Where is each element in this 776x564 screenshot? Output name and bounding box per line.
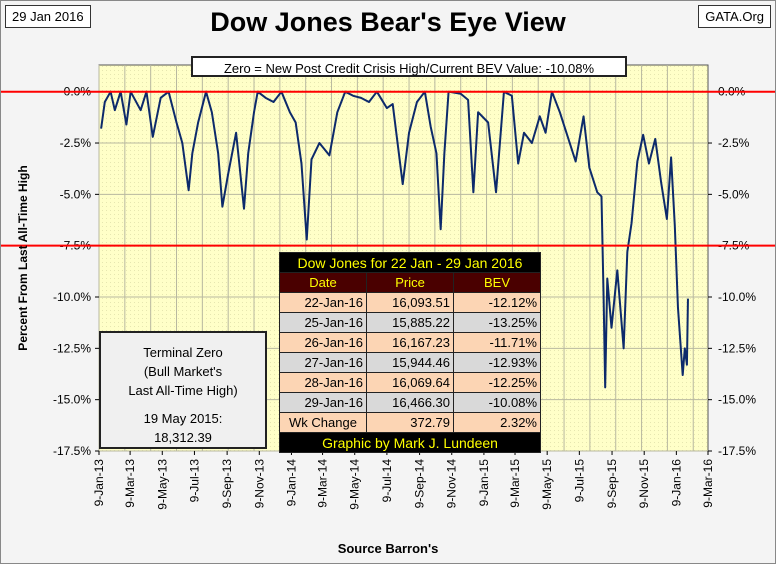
row-date: 22-Jan-16 xyxy=(279,292,367,313)
row-price: 16,069.64 xyxy=(366,372,454,393)
x-tick-label: 9-Jan-16 xyxy=(669,459,683,507)
terminal-line: 19 May 2015: xyxy=(143,411,223,426)
x-tick-label: 9-May-15 xyxy=(540,459,554,510)
terminal-line: 18,312.39 xyxy=(154,430,212,445)
x-tick-label: 9-Mar-14 xyxy=(316,459,330,508)
y-tick-label-right: -10.0% xyxy=(718,290,756,304)
table-row: Wk Change 372.79 2.32% xyxy=(279,412,541,433)
col-header-date: Date xyxy=(279,272,367,293)
row-bev: -12.12% xyxy=(453,292,541,313)
row-price: 372.79 xyxy=(366,412,454,433)
x-tick-label: 9-Nov-13 xyxy=(252,459,266,509)
x-tick-label: 9-Sep-15 xyxy=(605,459,619,509)
y-tick-label-right: -12.5% xyxy=(718,341,756,355)
row-price: 16,093.51 xyxy=(366,292,454,313)
col-header-bev: BEV xyxy=(453,272,541,293)
weekly-table: Dow Jones for 22 Jan - 29 Jan 2016 Date … xyxy=(279,252,541,453)
bev-series-line xyxy=(100,90,689,389)
row-date: 25-Jan-16 xyxy=(279,312,367,333)
table-title: Dow Jones for 22 Jan - 29 Jan 2016 xyxy=(279,252,541,273)
col-header-price: Price xyxy=(366,272,454,293)
y-tick-label-right: -2.5% xyxy=(718,136,750,150)
y-axis-label: Percent From Last All-Time High xyxy=(16,165,30,351)
x-tick-label: 9-Mar-15 xyxy=(508,459,522,508)
chart-title: Dow Jones Bear's Eye View xyxy=(210,7,566,37)
y-tick-label: -2.5% xyxy=(60,136,92,150)
row-price: 16,466.30 xyxy=(366,392,454,413)
row-bev: 2.32% xyxy=(453,412,541,433)
x-tick-label: 9-Jan-13 xyxy=(92,459,106,507)
y-tick-label-right: -15.0% xyxy=(718,393,756,407)
row-price: 15,944.46 xyxy=(366,352,454,373)
x-tick-label: 9-May-13 xyxy=(155,459,169,510)
x-tick-label: 9-Jul-13 xyxy=(187,459,201,503)
row-date: Wk Change xyxy=(279,412,367,433)
x-tick-label: 9-Jul-14 xyxy=(380,459,394,503)
row-bev: -10.08% xyxy=(453,392,541,413)
terminal-line: (Bull Market's xyxy=(143,364,223,379)
table-row: 28-Jan-16 16,069.64 -12.25% xyxy=(279,372,541,393)
y-tick-label-right: -5.0% xyxy=(718,187,750,201)
x-tick-label: 9-Jan-14 xyxy=(284,459,298,507)
table-row: 22-Jan-16 16,093.51 -12.12% xyxy=(279,292,541,313)
x-tick-label: 9-Mar-13 xyxy=(123,459,137,508)
x-tick-label: 9-Nov-14 xyxy=(445,459,459,509)
y-tick-label: -12.5% xyxy=(53,341,91,355)
y-tick-label: -5.0% xyxy=(60,187,92,201)
row-bev: -12.93% xyxy=(453,352,541,373)
y-tick-label: -15.0% xyxy=(53,393,91,407)
x-tick-label: 9-Mar-16 xyxy=(701,459,715,508)
table-footer: Graphic by Mark J. Lundeen xyxy=(279,432,541,453)
row-date: 29-Jan-16 xyxy=(279,392,367,413)
x-axis-label: Source Barron's xyxy=(337,541,439,556)
x-tick-label: 9-Nov-15 xyxy=(637,459,651,509)
x-tick-label: 9-May-14 xyxy=(348,459,362,510)
row-date: 27-Jan-16 xyxy=(279,352,367,373)
row-date: 28-Jan-16 xyxy=(279,372,367,393)
x-tick-label: 9-Jan-15 xyxy=(477,459,491,507)
y-tick-label-right: -17.5% xyxy=(718,444,756,458)
row-bev: -13.25% xyxy=(453,312,541,333)
row-date: 26-Jan-16 xyxy=(279,332,367,353)
row-bev: -12.25% xyxy=(453,372,541,393)
site-badge: GATA.Org xyxy=(698,5,771,28)
terminal-zero-box: Terminal Zero (Bull Market's Last All-Ti… xyxy=(99,331,267,449)
x-tick-label: 9-Sep-13 xyxy=(220,459,234,509)
row-price: 16,167.23 xyxy=(366,332,454,353)
date-badge: 29 Jan 2016 xyxy=(5,5,91,28)
table-row: 25-Jan-16 15,885.22 -13.25% xyxy=(279,312,541,333)
bev-note: Zero = New Post Credit Crisis High/Curre… xyxy=(191,56,627,77)
row-price: 15,885.22 xyxy=(366,312,454,333)
x-tick-label: 9-Sep-14 xyxy=(413,459,427,509)
table-row: 27-Jan-16 15,944.46 -12.93% xyxy=(279,352,541,373)
terminal-line: Terminal Zero xyxy=(143,345,223,360)
table-row: 26-Jan-16 16,167.23 -11.71% xyxy=(279,332,541,353)
y-tick-label: -17.5% xyxy=(53,444,91,458)
x-tick-label: 9-Jul-15 xyxy=(572,459,586,503)
y-tick-label: -10.0% xyxy=(53,290,91,304)
terminal-line: Last All-Time High) xyxy=(128,383,238,398)
row-bev: -11.71% xyxy=(453,332,541,353)
table-row: 29-Jan-16 16,466.30 -10.08% xyxy=(279,392,541,413)
